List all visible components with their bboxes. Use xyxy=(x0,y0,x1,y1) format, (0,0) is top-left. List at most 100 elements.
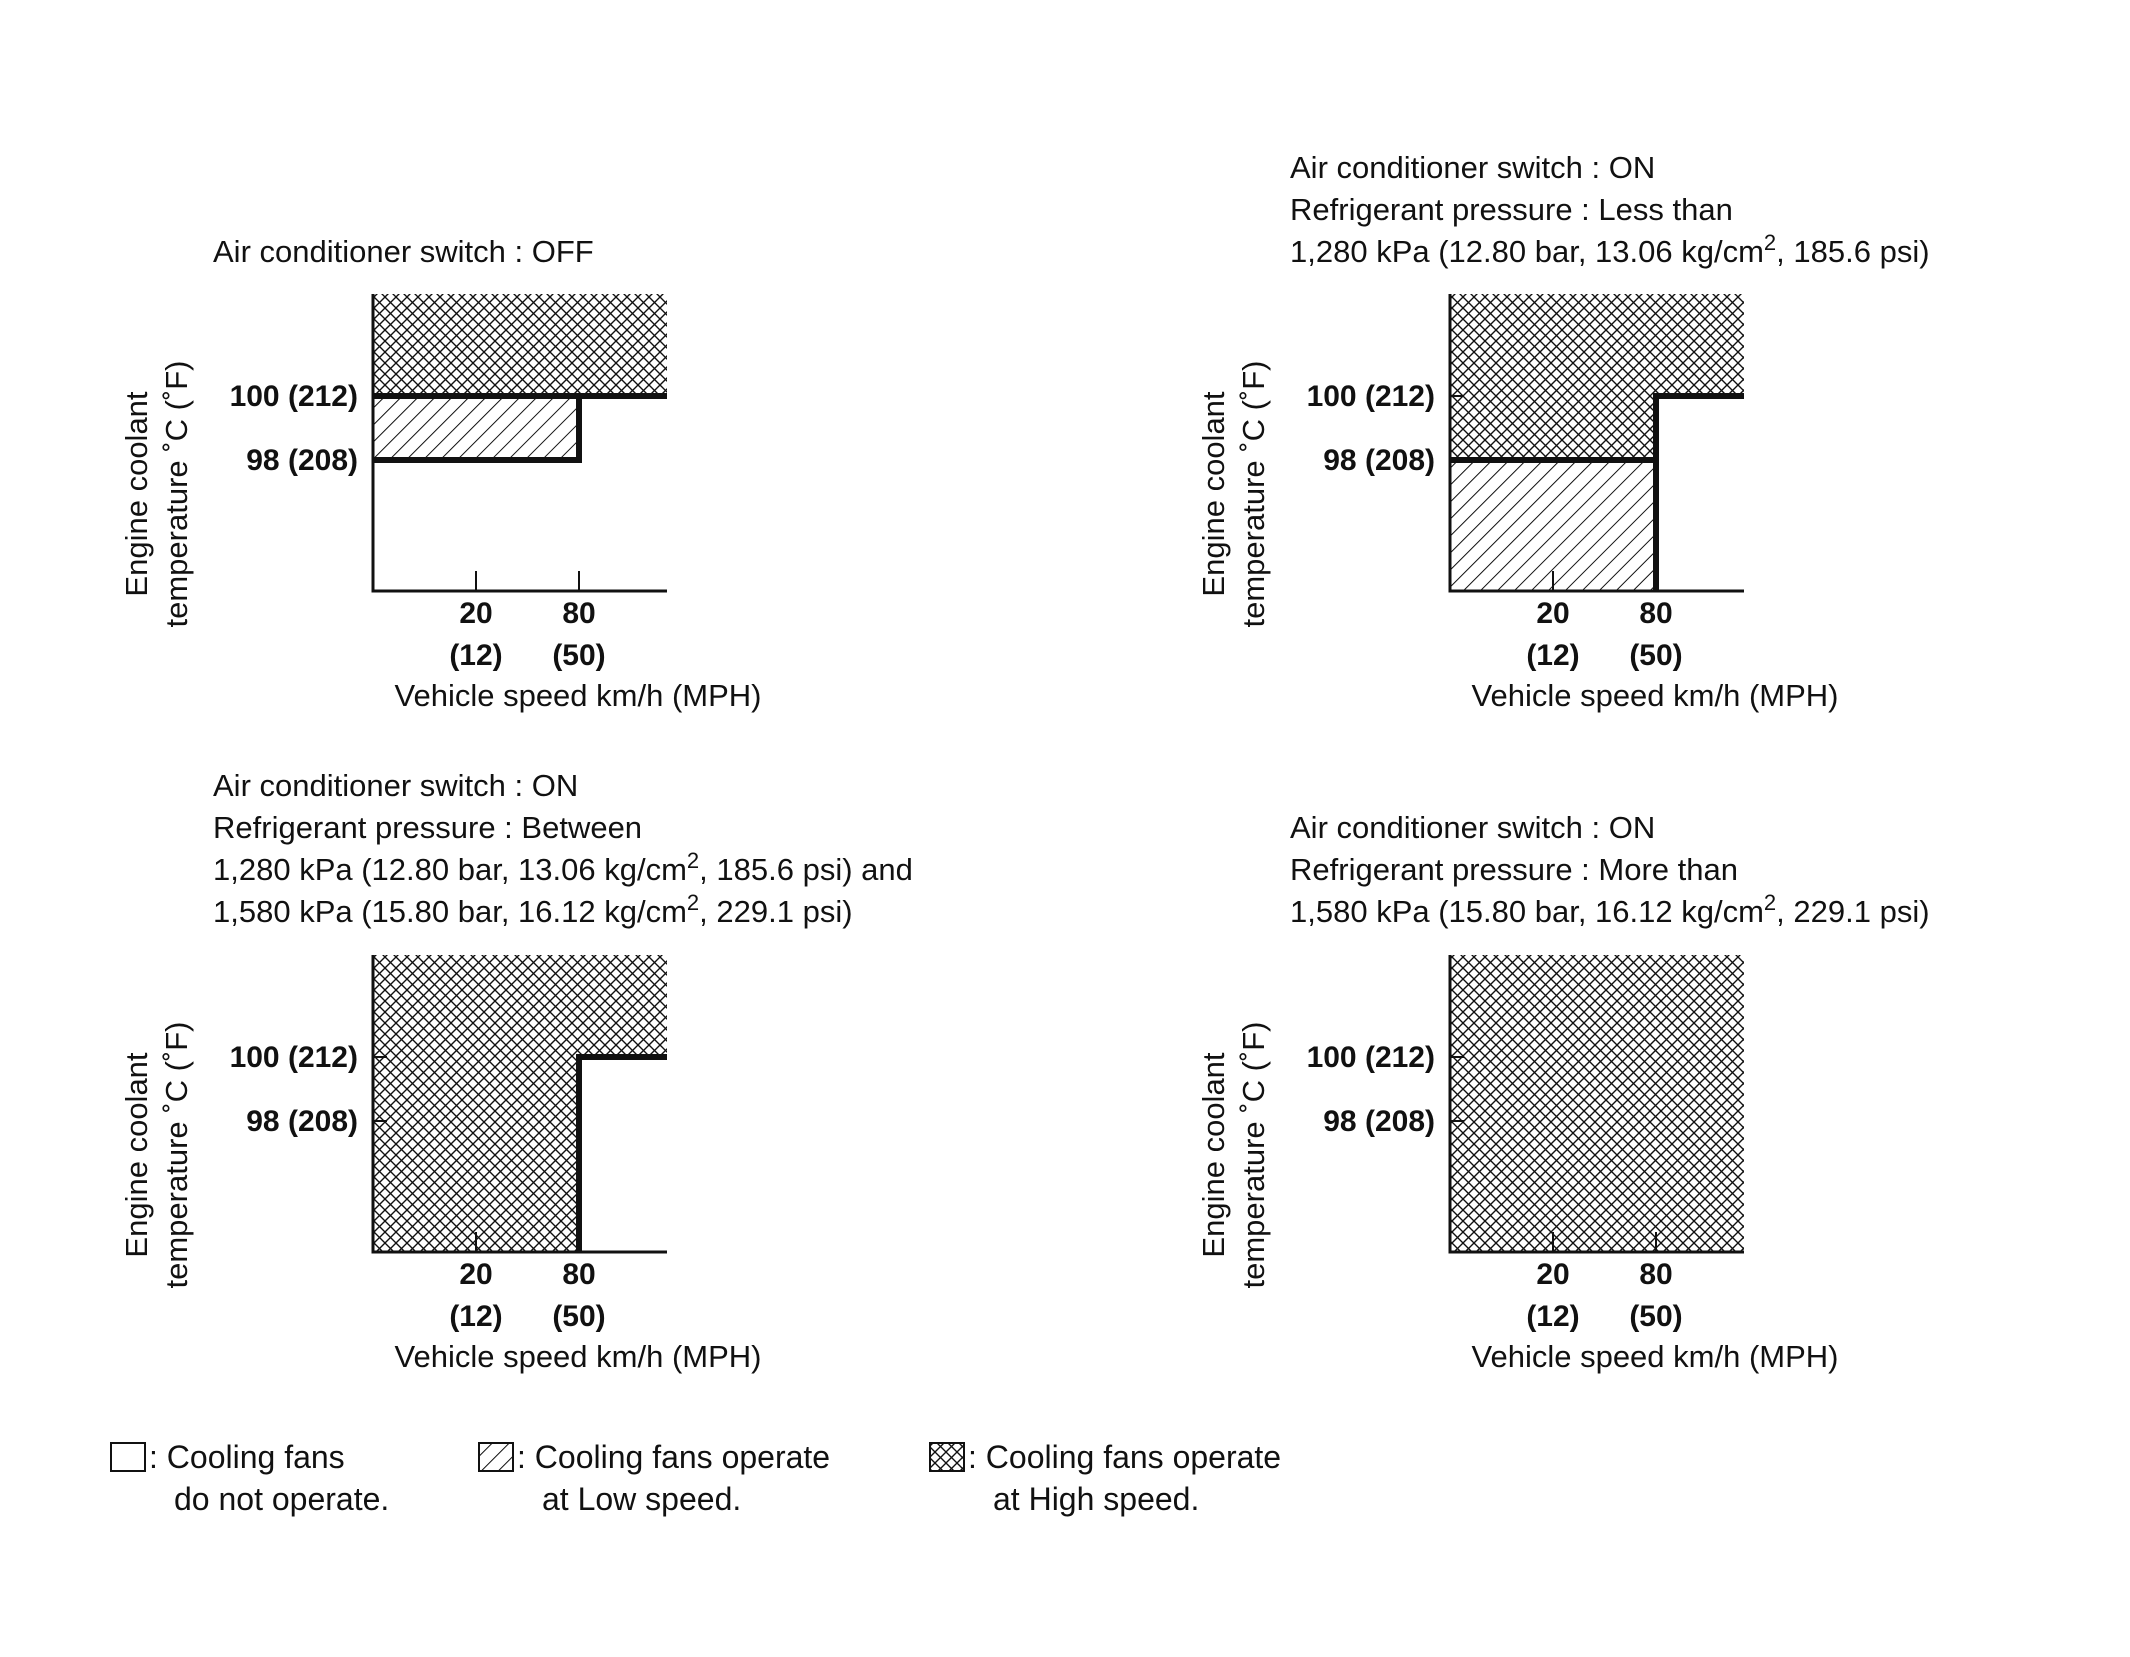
legend-text: at High speed. xyxy=(993,1481,1199,1517)
legend-swatch xyxy=(478,1442,514,1472)
legend-swatch xyxy=(929,1442,965,1472)
caption-text: , 229.1 psi) xyxy=(1776,894,1929,929)
caption-text: , 229.1 psi) xyxy=(699,894,852,929)
panel-caption-line: 1,580 kPa (15.80 bar, 16.12 kg/cm2, 229.… xyxy=(1290,890,1930,929)
x-tick-label: 20 xyxy=(1536,597,1569,630)
x-tick-label: 20 xyxy=(459,1258,492,1291)
y-axis-label-line: temperature ˚C (˚F) xyxy=(1236,1022,1271,1289)
y-axis-label-line: Engine coolant xyxy=(119,1052,154,1257)
panel-2: Air conditioner switch : ON Refrigerant p… xyxy=(1196,150,1930,713)
caption-text: Refrigerant pressure : More than xyxy=(1290,852,1738,887)
caption-text: Air conditioner switch : OFF xyxy=(213,234,594,269)
y-tick-label: 100 (212) xyxy=(230,1041,358,1074)
caption-superscript: 2 xyxy=(1764,230,1776,255)
low-speed-region xyxy=(1450,460,1656,591)
region-boundary xyxy=(1450,393,1744,591)
axes xyxy=(1448,294,1744,593)
y-axis-label-line: temperature ˚C (˚F) xyxy=(159,1022,194,1289)
panel-caption-line: 1,580 kPa (15.80 bar, 16.12 kg/cm2, 229.… xyxy=(213,890,853,929)
region-boundary xyxy=(576,1054,667,1252)
high-speed-region xyxy=(1450,294,1744,460)
operating-regions xyxy=(1450,294,1744,591)
y-axis-label: Engine coolant temperature ˚C (˚F) xyxy=(1196,1022,1271,1289)
caption-superscript: 2 xyxy=(687,890,699,915)
low-speed-region xyxy=(373,396,579,460)
region-boundary xyxy=(373,393,667,463)
high-speed-region xyxy=(1450,955,1744,1252)
legend-text: at Low speed. xyxy=(542,1481,741,1517)
panel-caption-line: Air conditioner switch : ON xyxy=(213,768,578,803)
legend-text: : Cooling fans xyxy=(149,1439,345,1475)
x-tick-label: (50) xyxy=(1629,639,1682,672)
caption-text: Air conditioner switch : ON xyxy=(1290,150,1655,185)
y-tick-label: 100 (212) xyxy=(230,380,358,413)
caption-text: Refrigerant pressure : Less than xyxy=(1290,192,1733,227)
operating-regions xyxy=(373,294,667,460)
x-tick-label: (12) xyxy=(449,1300,502,1333)
panel-caption-line: Air conditioner switch : ON xyxy=(1290,150,1655,185)
x-axis-label: Vehicle speed km/h (MPH) xyxy=(1472,1339,1839,1374)
operating-regions xyxy=(1450,955,1744,1252)
caption-text: Air conditioner switch : ON xyxy=(213,768,578,803)
x-tick-label: (12) xyxy=(1526,1300,1579,1333)
caption-text: , 185.6 psi) and xyxy=(699,852,913,887)
panel-caption-line: 1,280 kPa (12.80 bar, 13.06 kg/cm2, 185.… xyxy=(1290,230,1930,269)
x-tick-label: (12) xyxy=(449,639,502,672)
legend-swatch xyxy=(110,1442,146,1472)
panel-caption-line: 1,280 kPa (12.80 bar, 13.06 kg/cm2, 185.… xyxy=(213,848,913,887)
y-axis-label-line: Engine coolant xyxy=(1196,391,1231,596)
caption-text: 1,580 kPa (15.80 bar, 16.12 kg/cm xyxy=(1290,894,1764,929)
operating-regions xyxy=(373,955,667,1252)
high-speed-region xyxy=(373,955,667,1252)
y-tick-label: 98 (208) xyxy=(246,1105,358,1138)
panel-1: Air conditioner switch : OFF 100 (212) 98 … xyxy=(119,234,761,713)
caption-text: 1,580 kPa (15.80 bar, 16.12 kg/cm xyxy=(213,894,687,929)
x-axis-label: Vehicle speed km/h (MPH) xyxy=(395,678,762,713)
panel-caption-line: Refrigerant pressure : Between xyxy=(213,810,642,845)
x-tick-label: 80 xyxy=(562,1258,595,1291)
y-axis-label: Engine coolant temperature ˚C (˚F) xyxy=(119,361,194,628)
panel-caption-line: Air conditioner switch : ON xyxy=(1290,810,1655,845)
caption-text: Refrigerant pressure : Between xyxy=(213,810,642,845)
legend-text: : Cooling fans operate xyxy=(517,1439,830,1475)
y-axis-label-line: Engine coolant xyxy=(1196,1052,1231,1257)
y-tick-label: 100 (212) xyxy=(1307,380,1435,413)
legend-text: do not operate. xyxy=(174,1481,389,1517)
axes xyxy=(1448,955,1744,1254)
x-tick-label: 80 xyxy=(562,597,595,630)
high-speed-region xyxy=(373,294,667,396)
caption-text: 1,280 kPa (12.80 bar, 13.06 kg/cm xyxy=(213,852,687,887)
y-tick-label: 98 (208) xyxy=(1323,444,1435,477)
panel-caption-line: Air conditioner switch : OFF xyxy=(213,234,594,269)
legend-text: : Cooling fans operate xyxy=(968,1439,1281,1475)
y-axis-label-line: temperature ˚C (˚F) xyxy=(1236,361,1271,628)
y-tick-label: 100 (212) xyxy=(1307,1041,1435,1074)
panel-caption-line: Refrigerant pressure : Less than xyxy=(1290,192,1733,227)
x-tick-label: 20 xyxy=(459,597,492,630)
legend-item-hatch: : Cooling fans operate at Low speed. xyxy=(478,1439,830,1517)
panel-3: Air conditioner switch : ON Refrigerant p… xyxy=(119,768,913,1374)
x-axis-label: Vehicle speed km/h (MPH) xyxy=(395,1339,762,1374)
x-tick-label: (12) xyxy=(1526,639,1579,672)
x-axis-label: Vehicle speed km/h (MPH) xyxy=(1472,678,1839,713)
legend-item-crosshatch: : Cooling fans operate at High speed. xyxy=(929,1439,1281,1517)
caption-text: , 185.6 psi) xyxy=(1776,234,1929,269)
caption-text: Air conditioner switch : ON xyxy=(1290,810,1655,845)
x-tick-label: (50) xyxy=(552,639,605,672)
caption-superscript: 2 xyxy=(1764,890,1776,915)
panel-caption-line: Refrigerant pressure : More than xyxy=(1290,852,1738,887)
y-axis-label-line: temperature ˚C (˚F) xyxy=(159,361,194,628)
y-tick-label: 98 (208) xyxy=(1323,1105,1435,1138)
caption-text: 1,280 kPa (12.80 bar, 13.06 kg/cm xyxy=(1290,234,1764,269)
y-tick-label: 98 (208) xyxy=(246,444,358,477)
caption-superscript: 2 xyxy=(687,848,699,873)
y-axis-label-line: Engine coolant xyxy=(119,391,154,596)
panel-4: Air conditioner switch : ON Refrigerant p… xyxy=(1196,810,1930,1374)
y-axis-label: Engine coolant temperature ˚C (˚F) xyxy=(119,1022,194,1289)
legend-item-blank: : Cooling fans do not operate. xyxy=(110,1439,389,1517)
axes xyxy=(371,955,667,1254)
x-tick-label: 80 xyxy=(1639,1258,1672,1291)
x-tick-label: 80 xyxy=(1639,597,1672,630)
x-tick-label: (50) xyxy=(552,1300,605,1333)
